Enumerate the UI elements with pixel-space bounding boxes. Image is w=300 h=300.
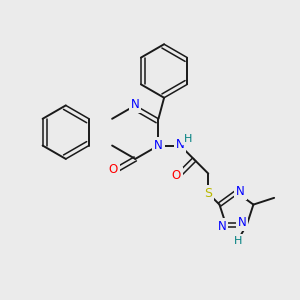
Text: H: H <box>184 134 192 144</box>
Text: N: N <box>131 98 140 111</box>
Text: N: N <box>154 139 163 152</box>
Text: O: O <box>172 169 181 182</box>
Text: N: N <box>238 216 246 229</box>
Text: H: H <box>234 236 242 245</box>
Text: N: N <box>218 220 226 233</box>
Text: S: S <box>204 187 212 200</box>
Text: N: N <box>176 138 184 151</box>
Text: O: O <box>109 163 118 176</box>
Text: N: N <box>236 185 245 198</box>
